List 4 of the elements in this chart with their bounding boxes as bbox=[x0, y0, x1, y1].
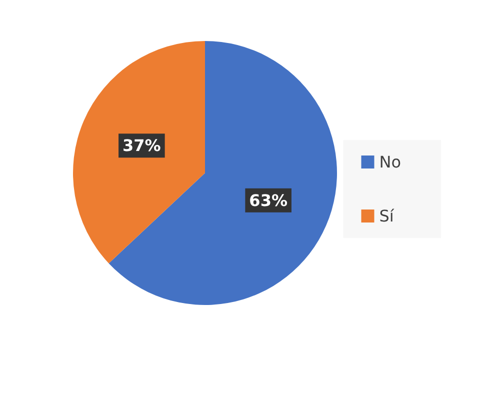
data-label: 63% bbox=[249, 190, 288, 210]
legend-label: No bbox=[379, 152, 402, 172]
data-label: 37% bbox=[122, 136, 161, 156]
legend-label: Sí bbox=[379, 206, 394, 226]
